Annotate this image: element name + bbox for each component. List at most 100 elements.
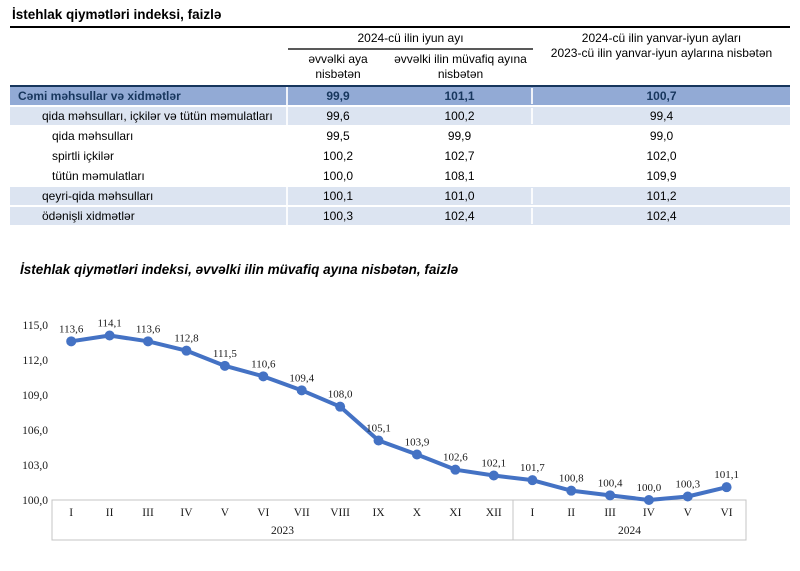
data-point-label: 100,3 <box>675 479 700 491</box>
data-point-label: 113,6 <box>136 323 161 335</box>
data-point-label: 108,0 <box>328 389 353 401</box>
data-point-marker <box>643 495 654 505</box>
table-row: qida məhsulları 99,5 99,9 99,0 <box>10 127 790 147</box>
y-axis-tick-label: 112,0 <box>23 355 49 367</box>
x-axis-month-label: I <box>69 507 73 519</box>
data-point-label: 100,8 <box>559 473 584 485</box>
value-prev-year-month: 101,1 <box>388 88 533 104</box>
x-axis-month-label: IV <box>643 507 656 519</box>
column-group-jan-jun-line1: 2024-cü ilin yanvar-iyun ayları <box>581 31 742 45</box>
value-jan-jun: 99,0 <box>649 129 674 143</box>
x-axis-month-label: V <box>684 507 693 519</box>
row-label: Cəmi məhsullar və xidmətlər <box>10 87 288 105</box>
data-point-marker <box>143 336 154 347</box>
row-label: qeyri-qida məhsulları <box>10 187 288 205</box>
table-header: 2024-cü ilin iyun ayı 2024-cü ilin yanva… <box>10 28 790 82</box>
data-point-marker <box>488 470 499 481</box>
data-point-marker <box>66 336 77 347</box>
x-axis-month-label: V <box>221 507 230 519</box>
x-axis-month-label: II <box>106 507 114 519</box>
value-jan-jun: 100,7 <box>646 89 677 103</box>
data-point-label: 103,9 <box>405 437 430 449</box>
data-point-marker <box>296 385 307 396</box>
x-axis-month-label: IX <box>372 507 385 519</box>
column-group-jan-jun: 2024-cü ilin yanvar-iyun ayları 2023-cü … <box>533 31 790 82</box>
x-axis-month-label: I <box>530 507 534 519</box>
value-prev-year-month: 100,2 <box>388 108 533 124</box>
value-prev-year-month: 102,4 <box>388 208 533 224</box>
data-point-marker <box>566 485 577 496</box>
x-axis-month-label: VIII <box>330 507 350 519</box>
x-axis-month-label: XII <box>486 507 502 519</box>
data-point-label: 110,6 <box>251 358 276 370</box>
table-title: İstehlak qiymətləri indeksi, faizlə <box>10 4 790 28</box>
x-axis-month-label: XI <box>449 507 461 519</box>
value-prev-year-month: 102,7 <box>388 148 533 164</box>
data-point-marker <box>335 401 346 412</box>
data-point-label: 109,4 <box>289 372 314 384</box>
row-label: qida məhsulları <box>10 127 288 145</box>
data-point-label: 114,1 <box>97 318 121 330</box>
data-point-marker <box>104 330 115 341</box>
data-point-label: 101,7 <box>520 462 545 474</box>
y-axis-tick-label: 106,0 <box>22 425 48 437</box>
x-axis-month-label: VI <box>257 507 269 519</box>
x-axis-month-label: IV <box>180 507 193 519</box>
value-prev-month: 100,3 <box>322 209 354 223</box>
table-row: Cəmi məhsullar və xidmətlər 99,9 101,1 1… <box>10 85 790 107</box>
x-axis-box <box>51 499 747 541</box>
value-jan-jun: 101,2 <box>646 189 677 203</box>
x-axis-year-label: 2023 <box>271 525 294 537</box>
y-axis-tick-label: 100,0 <box>22 495 48 507</box>
data-point-marker <box>181 345 192 356</box>
data-point-marker <box>219 360 230 371</box>
table-row: qeyri-qida məhsulları 100,1 101,0 101,2 <box>10 187 790 207</box>
data-point-marker <box>527 475 538 486</box>
y-axis-tick-label: 103,0 <box>22 460 48 472</box>
table-row: ödənişli xidmətlər 100,3 102,4 102,4 <box>10 207 790 227</box>
column-group-june-2024: 2024-cü ilin iyun ayı <box>288 31 533 50</box>
y-axis-tick-label: 115,0 <box>23 320 49 332</box>
data-point-label: 113,6 <box>59 323 84 335</box>
x-axis-month-label: II <box>567 507 575 519</box>
x-axis-month-label: III <box>604 507 616 519</box>
table-row: spirtli içkilər 100,2 102,7 102,0 <box>10 147 790 167</box>
table-rows: Cəmi məhsullar və xidmətlər 99,9 101,1 1… <box>10 85 790 227</box>
table-row: tütün məmulatları 100,0 108,1 109,9 <box>10 167 790 187</box>
data-point-marker <box>450 464 461 475</box>
x-axis-month-label: III <box>142 507 154 519</box>
data-point-marker <box>411 449 422 460</box>
data-point-marker <box>373 435 384 446</box>
data-point-marker <box>258 371 269 382</box>
table-row: qida məhsulları, içkilər və tütün məmula… <box>10 107 790 127</box>
x-axis-month-label: X <box>413 507 422 519</box>
value-prev-month: 99,9 <box>326 89 350 103</box>
cpi-table-section: İstehlak qiymətləri indeksi, faizlə 2024… <box>10 4 790 227</box>
data-point-label: 112,8 <box>174 333 199 345</box>
value-prev-year-month: 101,0 <box>388 188 533 204</box>
data-point-label: 105,1 <box>366 423 391 435</box>
value-jan-jun: 109,9 <box>646 169 677 183</box>
row-label: spirtli içkilər <box>10 147 288 165</box>
data-point-label: 102,1 <box>481 458 506 470</box>
value-prev-month: 100,0 <box>322 169 354 183</box>
value-prev-year-month: 108,1 <box>388 168 533 184</box>
subheader-prev-year-month: əvvəlki ilin müvafiq ayına nisbətən <box>394 52 527 81</box>
value-prev-month: 99,6 <box>326 109 350 123</box>
value-prev-month: 100,1 <box>322 189 354 203</box>
value-prev-month: 99,5 <box>326 129 350 143</box>
row-label: tütün məmulatları <box>10 167 288 185</box>
data-point-label: 102,6 <box>443 452 468 464</box>
value-jan-jun: 102,4 <box>646 209 677 223</box>
cpi-series-line <box>69 333 729 502</box>
subheader-prev-month: əvvəlki aya nisbətən <box>308 52 368 81</box>
data-point-marker <box>682 491 693 502</box>
data-point-label: 101,1 <box>714 469 739 481</box>
value-prev-year-month: 99,9 <box>388 128 533 144</box>
column-group-jan-jun-line2: 2023-cü ilin yanvar-iyun aylarına nisbət… <box>550 46 773 60</box>
chart-title: İstehlak qiymətləri indeksi, əvvəlki ili… <box>20 262 459 277</box>
value-jan-jun: 99,4 <box>649 109 674 123</box>
data-point-marker <box>721 482 732 493</box>
data-point-label: 100,4 <box>598 477 623 489</box>
data-point-marker <box>605 490 616 501</box>
